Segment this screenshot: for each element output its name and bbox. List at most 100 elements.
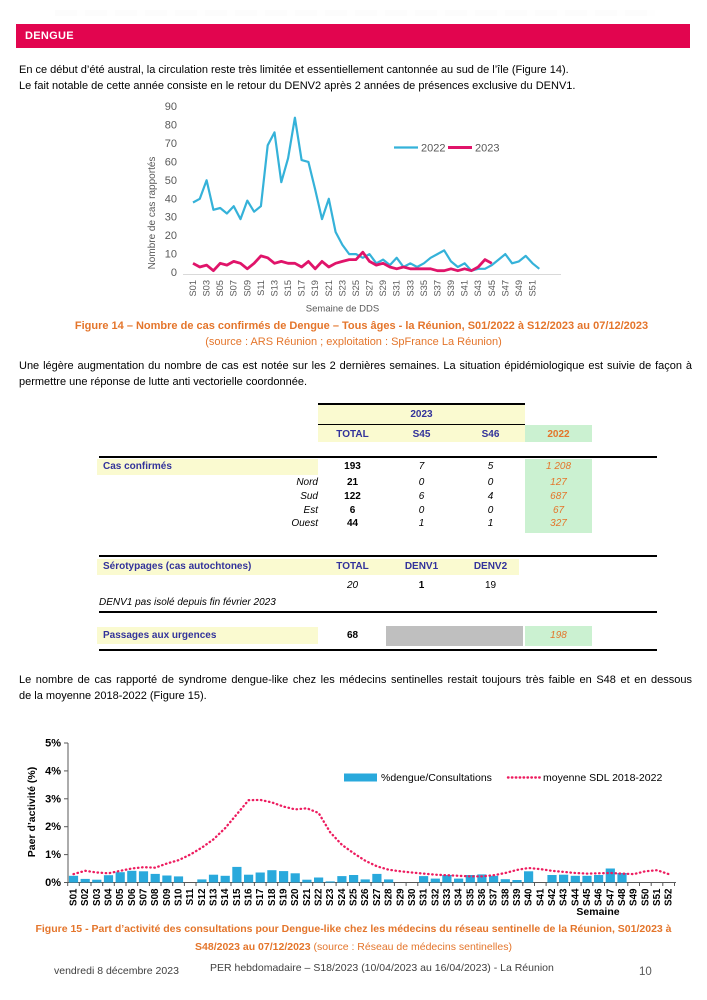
svg-text:2%: 2% — [45, 821, 61, 833]
svg-text:90: 90 — [165, 101, 177, 113]
svg-text:60: 60 — [165, 156, 177, 168]
svg-text:S39: S39 — [512, 888, 523, 906]
svg-text:S17: S17 — [297, 280, 307, 297]
svg-text:S19: S19 — [279, 888, 290, 906]
svg-text:S23: S23 — [337, 280, 347, 297]
svg-text:70: 70 — [165, 138, 177, 150]
svg-text:S27: S27 — [372, 888, 383, 906]
svg-text:S41: S41 — [535, 888, 546, 906]
svg-text:S30: S30 — [407, 888, 418, 906]
svg-text:S39: S39 — [446, 280, 456, 297]
svg-text:S08: S08 — [150, 888, 161, 906]
svg-text:S21: S21 — [324, 280, 334, 297]
svg-text:S27: S27 — [365, 280, 375, 297]
svg-text:S22: S22 — [314, 888, 325, 906]
svg-text:S13: S13 — [209, 888, 220, 906]
svg-text:0%: 0% — [45, 877, 61, 889]
svg-text:S09: S09 — [162, 888, 173, 906]
svg-text:2023: 2023 — [475, 143, 499, 155]
svg-text:Semaine: Semaine — [576, 906, 619, 918]
svg-text:10: 10 — [165, 249, 177, 261]
svg-text:S46: S46 — [594, 888, 605, 906]
svg-text:S11: S11 — [256, 280, 266, 296]
svg-text:S26: S26 — [360, 888, 371, 906]
svg-text:S37: S37 — [432, 280, 442, 297]
svg-text:S06: S06 — [127, 888, 138, 906]
svg-text:20: 20 — [165, 230, 177, 242]
svg-text:S15: S15 — [283, 280, 293, 297]
svg-text:S45: S45 — [487, 280, 497, 297]
svg-text:S34: S34 — [454, 888, 465, 906]
svg-text:S29: S29 — [395, 888, 406, 906]
svg-text:S31: S31 — [419, 888, 430, 906]
svg-text:5%: 5% — [45, 738, 61, 750]
svg-text:S29: S29 — [378, 280, 388, 297]
svg-text:S43: S43 — [559, 888, 570, 906]
svg-text:S40: S40 — [524, 888, 535, 906]
svg-text:Paer d’activité (%): Paer d’activité (%) — [26, 767, 38, 857]
svg-text:S09: S09 — [242, 280, 252, 297]
svg-text:S19: S19 — [310, 280, 320, 297]
svg-text:S31: S31 — [392, 280, 402, 297]
svg-text:3%: 3% — [45, 793, 61, 805]
svg-text:S33: S33 — [405, 280, 415, 297]
svg-text:S48: S48 — [617, 888, 628, 906]
svg-text:S13: S13 — [270, 280, 280, 297]
svg-text:80: 80 — [165, 120, 177, 132]
svg-text:S36: S36 — [477, 888, 488, 906]
svg-text:S11: S11 — [185, 888, 196, 905]
svg-text:S47: S47 — [500, 280, 510, 297]
svg-text:S51: S51 — [652, 888, 663, 906]
svg-text:S07: S07 — [139, 888, 150, 906]
svg-text:S18: S18 — [267, 888, 278, 906]
svg-text:S03: S03 — [92, 888, 103, 906]
svg-text:30: 30 — [165, 212, 177, 224]
svg-text:Semaine de DDS: Semaine de DDS — [306, 304, 379, 315]
svg-text:S04: S04 — [104, 888, 115, 906]
svg-text:S21: S21 — [302, 888, 313, 906]
svg-text:S12: S12 — [197, 888, 208, 906]
svg-text:S05: S05 — [215, 280, 225, 297]
svg-text:S51: S51 — [528, 280, 538, 297]
svg-text:S28: S28 — [384, 888, 395, 906]
svg-text:S14: S14 — [220, 888, 231, 906]
svg-text:1%: 1% — [45, 849, 61, 861]
svg-text:S43: S43 — [473, 280, 483, 297]
svg-text:S15: S15 — [232, 888, 243, 906]
svg-text:S01: S01 — [188, 280, 198, 297]
svg-text:0: 0 — [171, 267, 177, 279]
svg-text:S35: S35 — [419, 280, 429, 297]
svg-text:S16: S16 — [244, 888, 255, 906]
svg-text:S05: S05 — [115, 888, 126, 906]
svg-text:S01: S01 — [69, 888, 80, 906]
svg-text:S25: S25 — [349, 888, 360, 906]
svg-text:S49: S49 — [514, 280, 524, 297]
svg-text:S32: S32 — [430, 888, 441, 906]
svg-text:S07: S07 — [229, 280, 239, 297]
svg-text:4%: 4% — [45, 765, 61, 777]
svg-text:50: 50 — [165, 175, 177, 187]
svg-text:40: 40 — [165, 193, 177, 205]
svg-text:S45: S45 — [582, 888, 593, 906]
svg-text:S35: S35 — [465, 888, 476, 906]
svg-text:S49: S49 — [629, 888, 640, 906]
svg-text:%dengue/Consultations: %dengue/Consultations — [381, 772, 492, 784]
svg-text:S03: S03 — [202, 280, 212, 297]
svg-text:S25: S25 — [351, 280, 361, 297]
svg-text:S33: S33 — [442, 888, 453, 906]
svg-text:S10: S10 — [174, 888, 185, 906]
svg-text:S52: S52 — [664, 888, 675, 906]
svg-text:S41: S41 — [460, 280, 470, 297]
svg-text:S42: S42 — [547, 888, 558, 906]
svg-text:Nombre de cas rapportés: Nombre de cas rapportés — [147, 157, 158, 270]
svg-text:S23: S23 — [325, 888, 336, 906]
svg-text:S20: S20 — [290, 888, 301, 906]
svg-text:S44: S44 — [570, 888, 581, 906]
svg-text:S38: S38 — [500, 888, 511, 906]
svg-text:S47: S47 — [605, 888, 616, 906]
svg-text:2022: 2022 — [421, 143, 445, 155]
svg-text:S17: S17 — [255, 888, 266, 906]
svg-text:moyenne SDL 2018-2022: moyenne SDL 2018-2022 — [543, 772, 662, 784]
svg-text:S50: S50 — [640, 888, 651, 906]
svg-text:S24: S24 — [337, 888, 348, 906]
